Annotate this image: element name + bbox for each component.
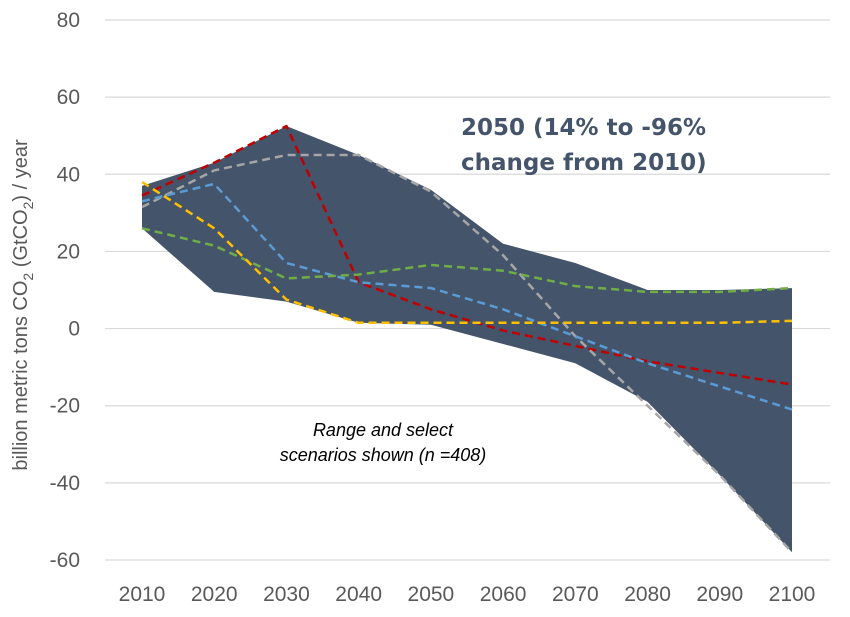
range-annotation-line2: change from 2010) — [461, 150, 707, 176]
x-tick-label: 2030 — [263, 583, 310, 606]
scenario-line-5 — [141, 180, 793, 325]
x-axis-tick-labels: 2010 2020 2030 2040 2050 2060 2070 2080 2090 2100 — [119, 583, 816, 606]
y-tick-label: 20 — [57, 240, 80, 263]
scenario-range — [142, 126, 792, 553]
y-tick-label: 0 — [68, 318, 80, 341]
scenario-note-line2: scenarios shown (n =408) — [280, 445, 487, 465]
y-axis-tick-labels: 80 60 40 20 0 -20 -40 -60 — [50, 9, 80, 572]
y-tick-label: 60 — [57, 86, 80, 109]
x-tick-label: 2040 — [335, 583, 382, 606]
scenario-line-1 — [141, 124, 793, 386]
scenario-line-3 — [141, 182, 793, 411]
y-tick-label: -20 — [50, 395, 80, 418]
y-tick-label: -60 — [50, 549, 80, 572]
scenario-line-4 — [141, 227, 793, 294]
x-tick-label: 2070 — [552, 583, 599, 606]
scenario-line-2 — [141, 153, 793, 554]
x-tick-label: 2080 — [624, 583, 671, 606]
x-tick-label: 2010 — [119, 583, 166, 606]
x-tick-label: 2100 — [769, 583, 816, 606]
scenario-note-line1: Range and select — [313, 420, 454, 440]
y-tick-label: 80 — [57, 9, 80, 32]
y-axis-title: billion metric tons CO2 (GtCO2) / year — [10, 139, 36, 471]
x-tick-label: 2090 — [696, 583, 743, 606]
scenario-range-band — [142, 126, 792, 553]
range-annotation-line1: 2050 (14% to -96% — [461, 115, 706, 141]
y-tick-label: -40 — [50, 472, 80, 495]
x-tick-label: 2060 — [480, 583, 527, 606]
scenario-lines — [141, 124, 793, 554]
x-tick-label: 2050 — [408, 583, 455, 606]
y-tick-label: 40 — [57, 163, 80, 186]
x-tick-label: 2020 — [191, 583, 238, 606]
